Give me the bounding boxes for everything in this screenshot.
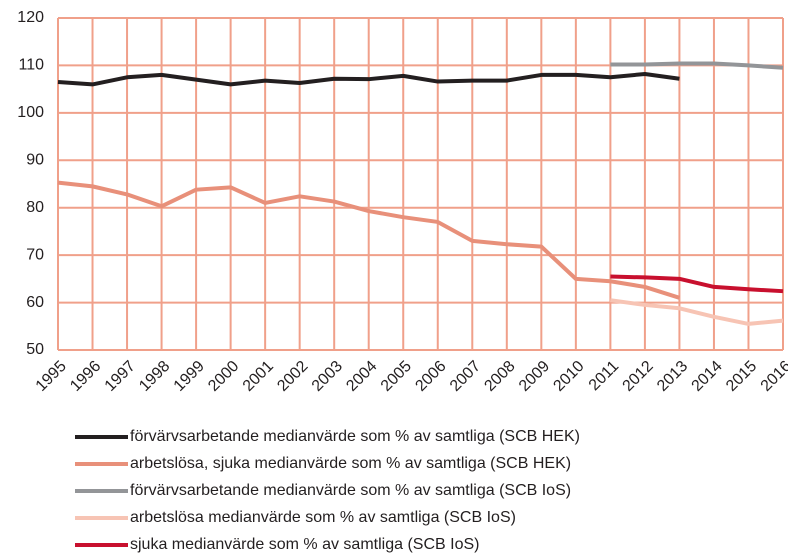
y-tick-label: 50 xyxy=(26,341,44,358)
y-tick-label: 80 xyxy=(26,199,44,216)
x-tick-label: 2008 xyxy=(481,358,518,395)
x-tick-label: 2007 xyxy=(447,358,484,395)
x-tick-label: 2001 xyxy=(240,358,277,395)
y-tick-label: 60 xyxy=(26,294,44,311)
series-line xyxy=(57,71,680,87)
legend-label: sjuka medianvärde som % av samtliga (SCB… xyxy=(130,536,479,553)
x-tick-label: 2016 xyxy=(758,358,788,395)
y-tick-label: 70 xyxy=(26,246,44,263)
x-tick-label: 2006 xyxy=(412,358,449,395)
legend-label: förvärvsarbetande medianvärde som % av s… xyxy=(130,428,580,445)
series-line xyxy=(610,274,784,294)
x-tick-label: 2003 xyxy=(309,358,346,395)
y-tick-label: 90 xyxy=(26,152,44,169)
x-tick-label: 1995 xyxy=(33,358,70,395)
x-tick-label: 2004 xyxy=(343,358,380,395)
x-tick-label: 1999 xyxy=(171,358,208,395)
y-tick-label: 100 xyxy=(17,104,44,121)
x-tick-label: 2012 xyxy=(620,358,657,395)
x-tick-label: 2013 xyxy=(654,358,691,395)
x-tick-label: 2014 xyxy=(689,358,726,395)
legend-label: arbetslösa medianvärde som % av samtliga… xyxy=(130,509,516,526)
y-tick-label: 110 xyxy=(18,57,44,74)
series-line xyxy=(610,61,784,70)
x-tick-label: 1998 xyxy=(136,358,173,395)
legend-label: förvärvsarbetande medianvärde som % av s… xyxy=(130,482,571,499)
x-tick-label: 2005 xyxy=(378,358,415,395)
y-tick-label: 120 xyxy=(17,9,44,26)
x-tick-label: 2000 xyxy=(205,358,242,395)
x-tick-label: 2015 xyxy=(723,358,760,395)
series-line xyxy=(57,180,681,300)
x-tick-label: 2010 xyxy=(550,358,587,395)
x-tick-label: 1997 xyxy=(102,358,139,395)
x-tick-label: 1996 xyxy=(67,358,104,395)
x-tick-label: 2009 xyxy=(516,358,553,395)
x-tick-label: 2011 xyxy=(586,358,622,394)
series-line xyxy=(610,298,784,326)
x-tick-label: 2002 xyxy=(274,358,311,395)
legend-label: arbetslösa, sjuka medianvärde som % av s… xyxy=(130,455,571,472)
